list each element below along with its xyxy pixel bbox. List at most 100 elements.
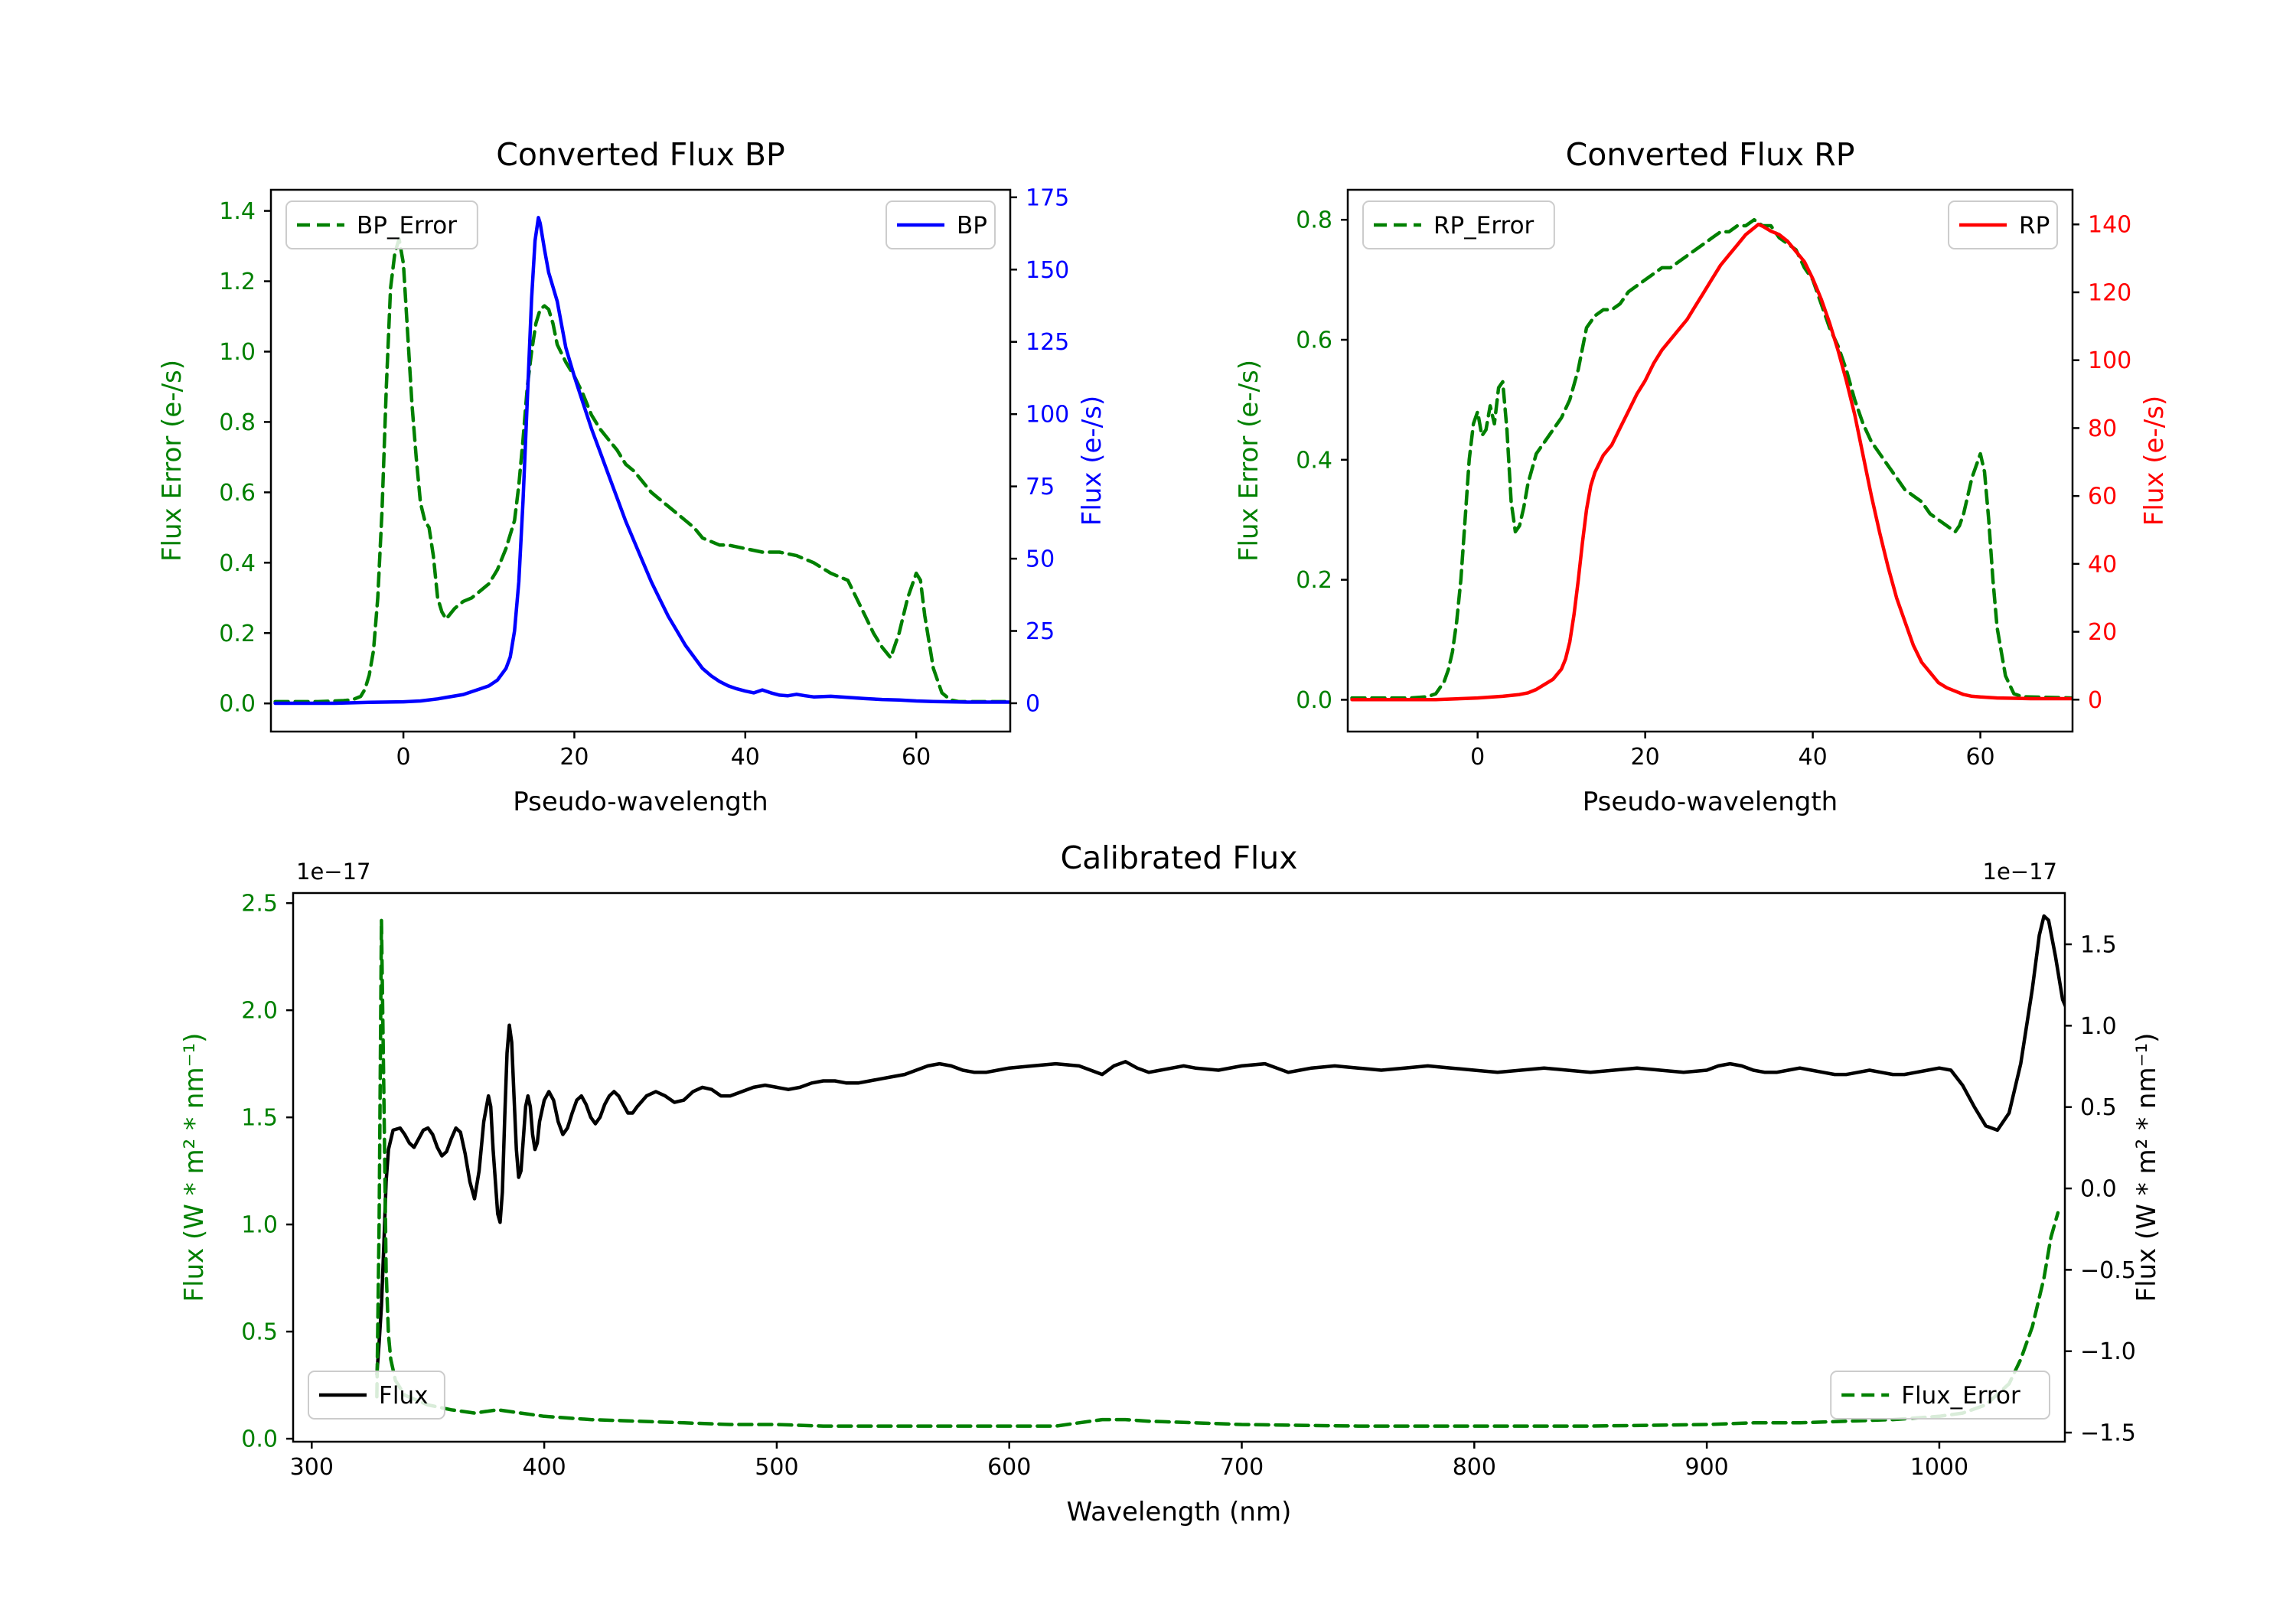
left-tick-label: 2.5 — [241, 891, 278, 918]
left-tick-label: 0.4 — [219, 550, 256, 577]
legend-RP_Error: RP_Error — [1362, 200, 1555, 249]
right-axis-label: Flux (e-/s) — [2139, 396, 2170, 526]
plot-area — [375, 914, 2065, 1428]
legend-label: RP_Error — [1433, 212, 1534, 240]
right-tick-label: 120 — [2088, 279, 2131, 306]
x-tick-label: 60 — [902, 744, 931, 771]
left-tick-label: 0.0 — [219, 691, 256, 718]
series-line-Flux_Error — [375, 918, 2060, 1428]
right-tick-label: 100 — [2088, 347, 2131, 374]
series-line-BP_Error — [273, 237, 1010, 704]
right-tick-label: 100 — [1026, 402, 1069, 429]
legend-Flux: Flux — [308, 1371, 445, 1420]
plot-area — [273, 216, 1010, 706]
left-tick-label: 0.4 — [1296, 447, 1332, 474]
series-line-Flux — [375, 914, 2065, 1377]
axes-spines — [1346, 188, 2074, 733]
axes-spines — [292, 892, 2066, 1443]
left-tick-label: 1.2 — [219, 269, 256, 295]
right-axis-label: Flux (W * m² * nm⁻¹) — [2131, 1033, 2162, 1302]
left-tick-label: 0.6 — [1296, 328, 1332, 354]
right-tick-label: 140 — [2088, 212, 2131, 239]
x-tick-label: 0 — [396, 744, 411, 771]
right-tick-label: 0.5 — [2080, 1094, 2117, 1121]
right-axis-label: Flux (e-/s) — [1077, 396, 1107, 526]
chart-bp: 0 20 40 60 Pseudo-wavelength Converted Flux B… — [157, 136, 1107, 817]
x-tick-label: 0 — [1470, 744, 1485, 771]
x-tick-label: 1000 — [1910, 1454, 1968, 1481]
legend-Flux_Error: Flux_Error — [1830, 1371, 2050, 1420]
right-offset-text: 1e−17 — [1983, 859, 2058, 885]
x-tick-label: 700 — [1220, 1454, 1264, 1481]
legend-box — [1830, 1371, 2050, 1420]
left-tick-label: 0.8 — [219, 409, 256, 436]
right-tick-label: 125 — [1026, 329, 1069, 356]
x-tick-label: 300 — [290, 1454, 334, 1481]
right-tick-label: 0 — [2088, 687, 2102, 714]
x-tick-label: 40 — [731, 744, 760, 771]
x-tick-label: 500 — [755, 1454, 798, 1481]
right-tick-label: 0.0 — [2080, 1176, 2117, 1203]
legend-label: BP_Error — [357, 212, 457, 240]
left-tick-label: 0.5 — [241, 1319, 278, 1346]
right-tick-label: 20 — [2088, 619, 2117, 646]
legend-label: Flux — [379, 1382, 428, 1410]
plot-area — [1350, 217, 2073, 702]
chart-title: Calibrated Flux — [1060, 839, 1297, 876]
right-tick-label: 40 — [2088, 551, 2117, 578]
legend-label: BP — [957, 212, 987, 240]
left-axis-label: Flux (W * m² * nm⁻¹) — [179, 1033, 210, 1302]
right-tick-label: 25 — [1026, 618, 1055, 645]
legend-BP: BP — [885, 200, 996, 249]
chart-title: Converted Flux RP — [1566, 136, 1855, 173]
right-tick-label: 75 — [1026, 474, 1055, 500]
left-offset-text: 1e−17 — [296, 859, 371, 885]
left-tick-label: 0.2 — [219, 621, 256, 647]
x-tick-label: 40 — [1799, 744, 1828, 771]
left-tick-label: 1.0 — [241, 1212, 278, 1239]
legend-label: Flux_Error — [1901, 1382, 2020, 1410]
legend-box — [1362, 200, 1555, 249]
right-tick-label: 80 — [2088, 416, 2117, 442]
series-line-RP — [1350, 222, 2073, 702]
series-line-RP_Error — [1350, 217, 2073, 700]
chart-title: Converted Flux BP — [496, 136, 785, 173]
x-tick-label: 800 — [1453, 1454, 1496, 1481]
left-tick-label: 2.0 — [241, 998, 278, 1025]
x-tick-label: 60 — [1965, 744, 1994, 771]
right-tick-label: −0.5 — [2080, 1257, 2136, 1284]
right-tick-label: 175 — [1026, 184, 1069, 211]
right-tick-label: 60 — [2088, 484, 2117, 510]
chart-cal: 300 400 500 600 700 800 900 1000 Wavelength (nm)… — [179, 839, 2162, 1527]
left-axis-label: Flux Error (e-/s) — [157, 360, 188, 562]
x-axis-label: Wavelength (nm) — [1067, 1497, 1292, 1527]
x-tick-label: 400 — [522, 1454, 566, 1481]
left-tick-label: 1.0 — [219, 339, 256, 366]
left-axis-label: Flux Error (e-/s) — [1234, 360, 1264, 562]
right-tick-label: −1.5 — [2080, 1420, 2136, 1447]
x-axis-label: Pseudo-wavelength — [513, 787, 768, 817]
axes-spines — [269, 188, 1012, 733]
x-tick-label: 20 — [1631, 744, 1660, 771]
right-tick-label: 50 — [1026, 546, 1055, 573]
left-tick-label: 0.8 — [1296, 207, 1332, 234]
left-tick-label: 0.6 — [219, 480, 256, 507]
x-tick-label: 900 — [1685, 1454, 1729, 1481]
legend-RP: RP — [1948, 200, 2059, 249]
x-axis-label: Pseudo-wavelength — [1583, 787, 1838, 817]
right-tick-label: −1.0 — [2080, 1338, 2136, 1365]
legend-box — [308, 1371, 445, 1420]
legend-box — [285, 200, 478, 249]
chart-rp: 0 20 40 60 Pseudo-wavelength Converted Flux R… — [1234, 136, 2170, 817]
left-tick-label: 1.5 — [241, 1105, 278, 1132]
x-tick-label: 20 — [559, 744, 589, 771]
left-tick-label: 0.0 — [1296, 687, 1332, 714]
left-tick-label: 0.0 — [241, 1426, 278, 1453]
left-tick-label: 0.2 — [1296, 567, 1332, 594]
right-tick-label: 150 — [1026, 257, 1069, 284]
right-tick-label: 1.5 — [2080, 931, 2117, 958]
right-tick-label: 0 — [1026, 690, 1040, 717]
x-tick-label: 600 — [987, 1454, 1031, 1481]
